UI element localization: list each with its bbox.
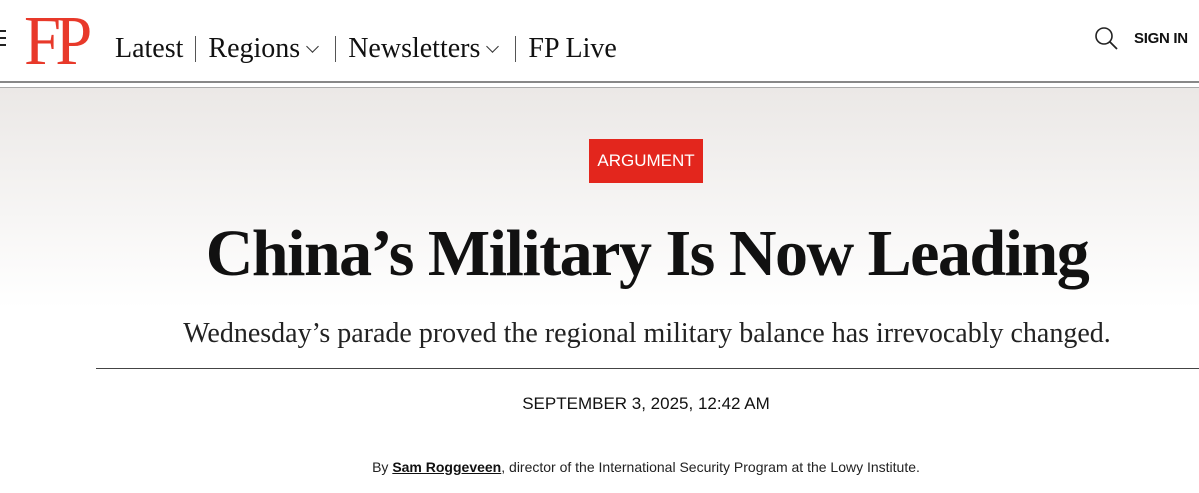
search-icon[interactable]	[1094, 26, 1120, 52]
nav-newsletters[interactable]: Newsletters	[348, 33, 481, 64]
main-nav: Latest Regions Newsletters FP Live	[115, 31, 617, 67]
author-description: , director of the International Security…	[501, 459, 920, 475]
byline: By Sam Roggeveen, director of the Intern…	[0, 459, 1199, 475]
sign-in-button[interactable]: SIGN IN	[1134, 30, 1188, 47]
hero-background	[0, 88, 1199, 308]
header-divider	[0, 81, 1199, 83]
article-title: China’s Military Is Now Leading	[205, 217, 1090, 290]
nav-divider	[195, 36, 197, 62]
author-link[interactable]: Sam Roggeveen	[392, 459, 502, 475]
site-header: FP Latest Regions Newsletters FP Live SI…	[0, 0, 1199, 80]
nav-regions[interactable]: Regions	[208, 33, 301, 64]
article-subtitle: Wednesday’s parade proved the regional m…	[183, 318, 1111, 349]
menu-icon[interactable]	[0, 30, 6, 51]
byline-prefix: By	[372, 459, 393, 475]
chevron-down-icon[interactable]	[486, 39, 500, 53]
nav-divider	[515, 36, 517, 62]
category-tag[interactable]: ARGUMENT	[589, 139, 703, 183]
nav-divider	[335, 36, 337, 62]
nav-fp-live[interactable]: FP Live	[528, 33, 617, 64]
publish-date: SEPTEMBER 3, 2025, 12:42 AM	[522, 394, 770, 413]
chevron-down-icon[interactable]	[306, 39, 320, 53]
nav-latest[interactable]: Latest	[115, 33, 184, 64]
header-divider	[0, 87, 1199, 88]
divider	[96, 368, 1199, 369]
fp-logo[interactable]: FP	[24, 3, 92, 80]
